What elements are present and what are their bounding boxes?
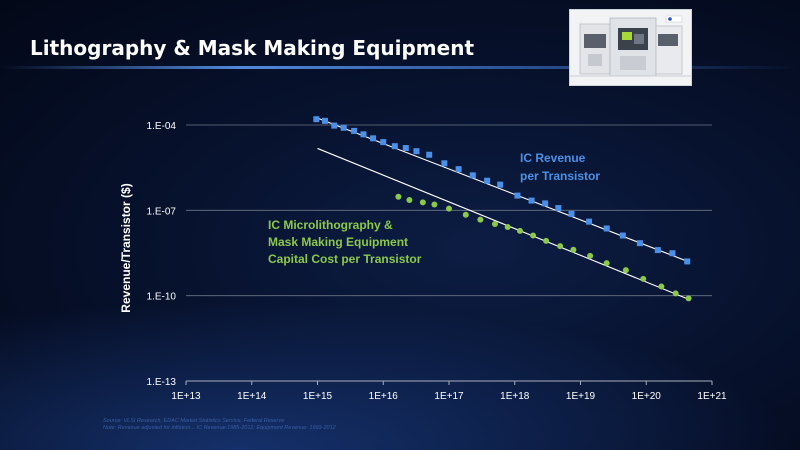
equipment-point	[587, 252, 594, 259]
machine-illustration	[570, 10, 691, 85]
revenue-point	[360, 131, 367, 138]
revenue-point	[402, 145, 409, 152]
equipment-point	[504, 223, 511, 230]
revenue-point	[313, 116, 320, 123]
equipment-point	[462, 211, 469, 218]
revenue-point	[321, 117, 328, 124]
lithography-machine-image	[569, 9, 692, 86]
revenue-point	[514, 192, 521, 199]
revenue-point	[568, 210, 575, 217]
title-underline	[0, 66, 800, 69]
equipment-point	[431, 201, 438, 208]
y-tick-label: 1.E-04	[147, 121, 177, 132]
revenue-point	[441, 160, 448, 167]
revenue-point	[484, 177, 491, 184]
y-axis-title: Revenue/Transistor ($)	[119, 183, 133, 312]
footnote-source: Source: VLSI Research, EDAC Market Stati…	[103, 418, 285, 424]
revenue-point	[331, 122, 338, 129]
footnote: Source: VLSI Research, EDAC Market Stati…	[103, 418, 336, 432]
revenue-point	[426, 151, 433, 158]
equipment-point	[658, 283, 665, 290]
revenue-point	[351, 127, 358, 134]
slide-title: Lithography & Mask Making Equipment	[30, 36, 475, 60]
equipment-point	[603, 260, 610, 267]
equipment-point	[406, 197, 413, 204]
revenue-point	[542, 200, 549, 207]
x-tick-label: 1E+18	[500, 391, 530, 402]
revenue-point	[619, 232, 626, 239]
revenue-point	[555, 205, 562, 212]
x-tick-label: 1E+15	[303, 391, 333, 402]
revenue-point	[603, 225, 610, 232]
x-tick-label: 1E+13	[171, 391, 201, 402]
revenue-point	[684, 258, 691, 265]
equipment-point	[446, 205, 452, 212]
revenue-point	[455, 166, 462, 173]
equipment-point	[491, 221, 498, 228]
equipment-label-line2: Mask Making Equipment	[268, 235, 408, 249]
revenue-point	[413, 148, 420, 155]
revenue-point	[636, 240, 643, 247]
equipment-point	[557, 243, 564, 250]
equipment-point	[640, 275, 647, 282]
equipment-point	[622, 267, 629, 274]
equipment-point	[543, 237, 550, 244]
equipment-point	[395, 193, 402, 200]
y-tick-label: 1.E-07	[147, 206, 177, 217]
revenue-label-line1: IC Revenue	[520, 151, 586, 165]
x-tick-label: 1E+17	[434, 391, 464, 402]
revenue-point	[586, 218, 593, 225]
y-tick-label: 1.E-13	[147, 377, 177, 388]
equipment-point	[685, 295, 692, 302]
equipment-label-line1: IC Microlithography &	[268, 218, 393, 232]
revenue-point	[654, 247, 661, 254]
background-glow	[0, 300, 800, 450]
x-tick-label: 1E+19	[566, 391, 596, 402]
equipment-point	[570, 246, 577, 253]
equipment-point	[530, 232, 537, 239]
equipment-point	[419, 199, 426, 206]
x-tick-label: 1E+21	[697, 391, 727, 402]
equipment-point	[672, 290, 679, 297]
revenue-point	[669, 250, 676, 257]
equipment-point	[516, 227, 523, 234]
equipment-point	[477, 216, 484, 223]
trend-line	[317, 117, 691, 263]
footnote-note: Note: Revenue adjusted for inflation... …	[103, 425, 336, 431]
revenue-point	[497, 181, 504, 188]
revenue-point	[469, 172, 476, 179]
x-tick-label: 1E+20	[632, 391, 662, 402]
y-tick-label: 1.E-10	[147, 292, 177, 303]
revenue-point	[528, 197, 535, 204]
equipment-label-line3: Capital Cost per Transistor	[268, 252, 422, 266]
revenue-label-line2: per Transistor	[520, 169, 600, 183]
trend-line	[317, 147, 689, 300]
x-tick-label: 1E+16	[369, 391, 399, 402]
revenue-point	[370, 135, 377, 142]
revenue-point	[380, 139, 387, 146]
revenue-point	[391, 143, 398, 150]
revenue-point	[340, 124, 347, 131]
x-tick-label: 1E+14	[237, 391, 267, 402]
